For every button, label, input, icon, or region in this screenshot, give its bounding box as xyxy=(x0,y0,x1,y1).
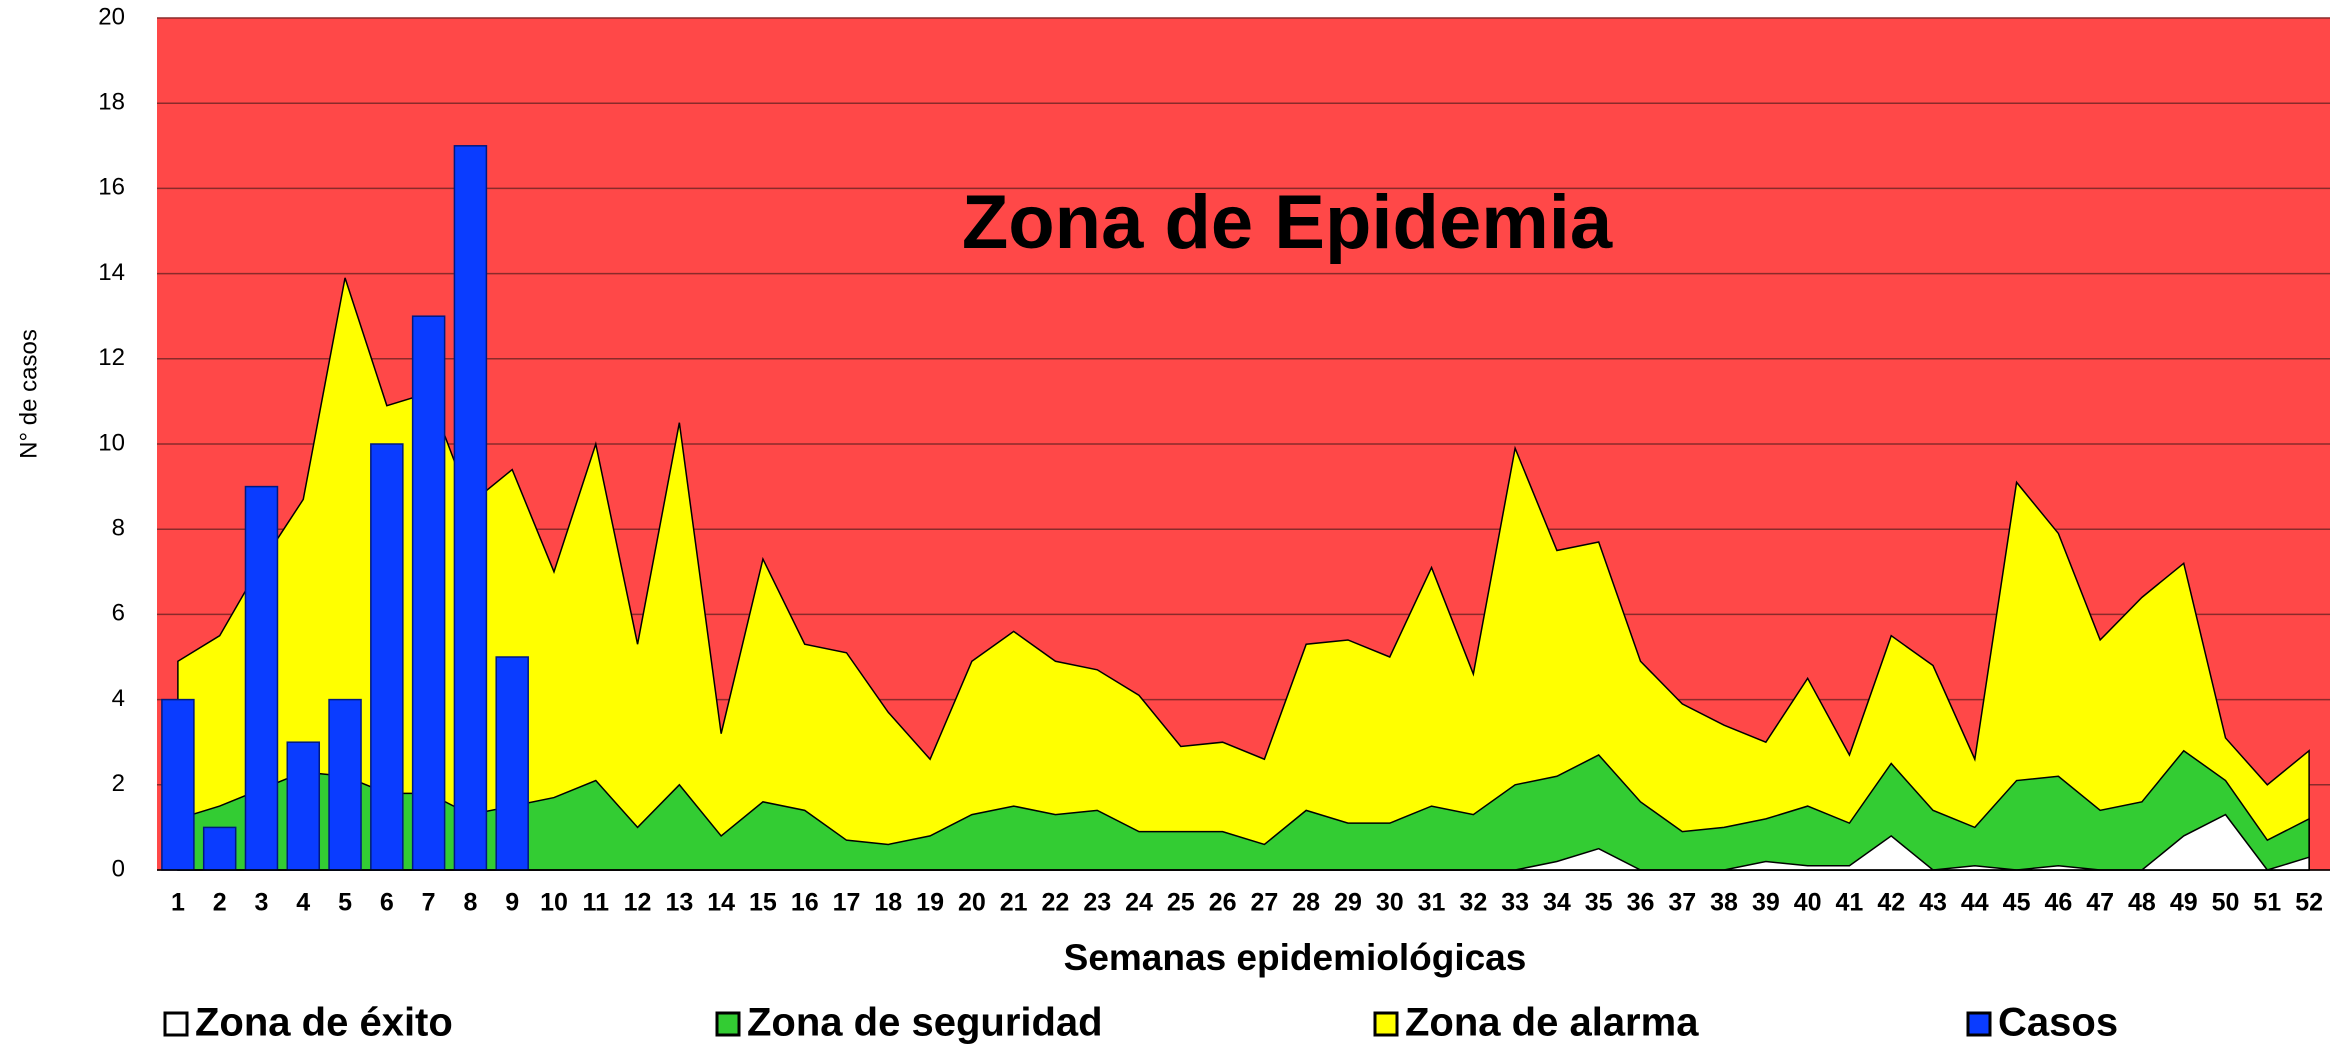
x-tick-label: 11 xyxy=(583,889,610,917)
x-tick-label: 41 xyxy=(1836,889,1864,917)
x-tick-label: 4 xyxy=(296,889,310,917)
y-tick-label: 0 xyxy=(112,855,125,882)
x-tick-label: 34 xyxy=(1543,889,1571,917)
x-tick-label: 37 xyxy=(1668,889,1696,917)
x-tick-label: 12 xyxy=(624,889,652,917)
x-tick-label: 33 xyxy=(1501,889,1529,917)
x-tick-label: 29 xyxy=(1334,889,1362,917)
x-tick-label: 7 xyxy=(422,889,436,917)
legend-swatch xyxy=(1373,1011,1399,1037)
y-tick-label: 16 xyxy=(98,174,125,201)
x-tick-label: 40 xyxy=(1794,889,1822,917)
annotation: Zona de Epidemia xyxy=(962,180,1613,265)
x-tick-label: 30 xyxy=(1376,889,1404,917)
x-tick-label: 25 xyxy=(1167,889,1195,917)
x-tick-label: 10 xyxy=(540,889,568,917)
bar xyxy=(495,656,529,871)
x-tick-label: 24 xyxy=(1125,889,1153,917)
x-tick-label: 17 xyxy=(833,889,861,917)
bar xyxy=(161,698,195,871)
bar xyxy=(370,443,404,871)
y-axis-label: N° de casos xyxy=(15,329,42,459)
bar xyxy=(411,315,446,871)
x-tick-label: 51 xyxy=(2253,889,2281,917)
x-tick-label: 8 xyxy=(463,889,477,917)
y-tick-label: 12 xyxy=(98,344,125,371)
y-tick-label: 4 xyxy=(112,685,125,712)
legend-label: Zona de éxito xyxy=(195,1001,453,1045)
bar xyxy=(286,741,321,871)
x-tick-label: 2 xyxy=(213,889,227,917)
x-tick-label: 19 xyxy=(916,889,944,917)
y-tick-label: 2 xyxy=(112,770,125,797)
x-tick-label: 44 xyxy=(1961,889,1989,917)
bar xyxy=(328,698,362,871)
x-tick-label: 13 xyxy=(665,889,693,917)
bar xyxy=(202,826,237,871)
legend-swatch xyxy=(163,1011,189,1037)
x-tick-label: 45 xyxy=(2003,889,2031,917)
x-tick-label: 26 xyxy=(1209,889,1237,917)
x-tick-label: 49 xyxy=(2170,889,2198,917)
x-tick-label: 23 xyxy=(1083,889,1111,917)
legend-label: Zona de seguridad xyxy=(747,1001,1103,1045)
legend-label: Zona de alarma xyxy=(1405,1001,1699,1045)
x-tick-label: 18 xyxy=(874,889,902,917)
x-tick-label: 47 xyxy=(2086,889,2114,917)
legend-label: Casos xyxy=(1998,1001,2118,1045)
legend-swatch xyxy=(1966,1011,1992,1037)
y-tick-label: 14 xyxy=(98,259,125,286)
x-tick-label: 27 xyxy=(1250,889,1278,917)
legend-swatch xyxy=(715,1011,741,1037)
x-tick-label: 46 xyxy=(2044,889,2072,917)
x-tick-label: 36 xyxy=(1627,889,1655,917)
x-tick-label: 1 xyxy=(171,889,185,917)
x-tick-label: 43 xyxy=(1919,889,1947,917)
x-tick-label: 52 xyxy=(2295,889,2323,917)
x-axis-label: Semanas epidemiológicas xyxy=(1064,937,1527,978)
x-tick-label: 39 xyxy=(1752,889,1780,917)
x-tick-label: 14 xyxy=(707,889,735,917)
y-tick-label: 6 xyxy=(112,600,125,627)
x-tick-label: 28 xyxy=(1292,889,1320,917)
x-tick-label: 6 xyxy=(380,889,394,917)
y-tick-label: 20 xyxy=(98,3,125,30)
x-tick-label: 50 xyxy=(2212,889,2240,917)
y-tick-label: 18 xyxy=(98,89,125,116)
x-tick-label: 15 xyxy=(749,889,777,917)
x-tick-label: 21 xyxy=(1000,889,1028,917)
x-tick-label: 3 xyxy=(255,889,269,917)
x-tick-label: 48 xyxy=(2128,889,2156,917)
y-tick-label: 10 xyxy=(98,429,125,456)
x-tick-label: 22 xyxy=(1042,889,1070,917)
x-tick-label: 5 xyxy=(338,889,352,917)
x-tick-label: 9 xyxy=(505,889,519,917)
x-tick-label: 16 xyxy=(791,889,819,917)
x-tick-label: 42 xyxy=(1877,889,1905,917)
bar xyxy=(244,485,279,871)
x-tick-label: 31 xyxy=(1418,889,1446,917)
x-tick-label: 32 xyxy=(1459,889,1487,917)
x-tick-label: 35 xyxy=(1585,889,1613,917)
x-tick-label: 20 xyxy=(958,889,986,917)
bar xyxy=(453,145,488,871)
area xyxy=(177,277,2310,871)
y-tick-label: 8 xyxy=(112,515,125,542)
x-tick-label: 38 xyxy=(1710,889,1738,917)
